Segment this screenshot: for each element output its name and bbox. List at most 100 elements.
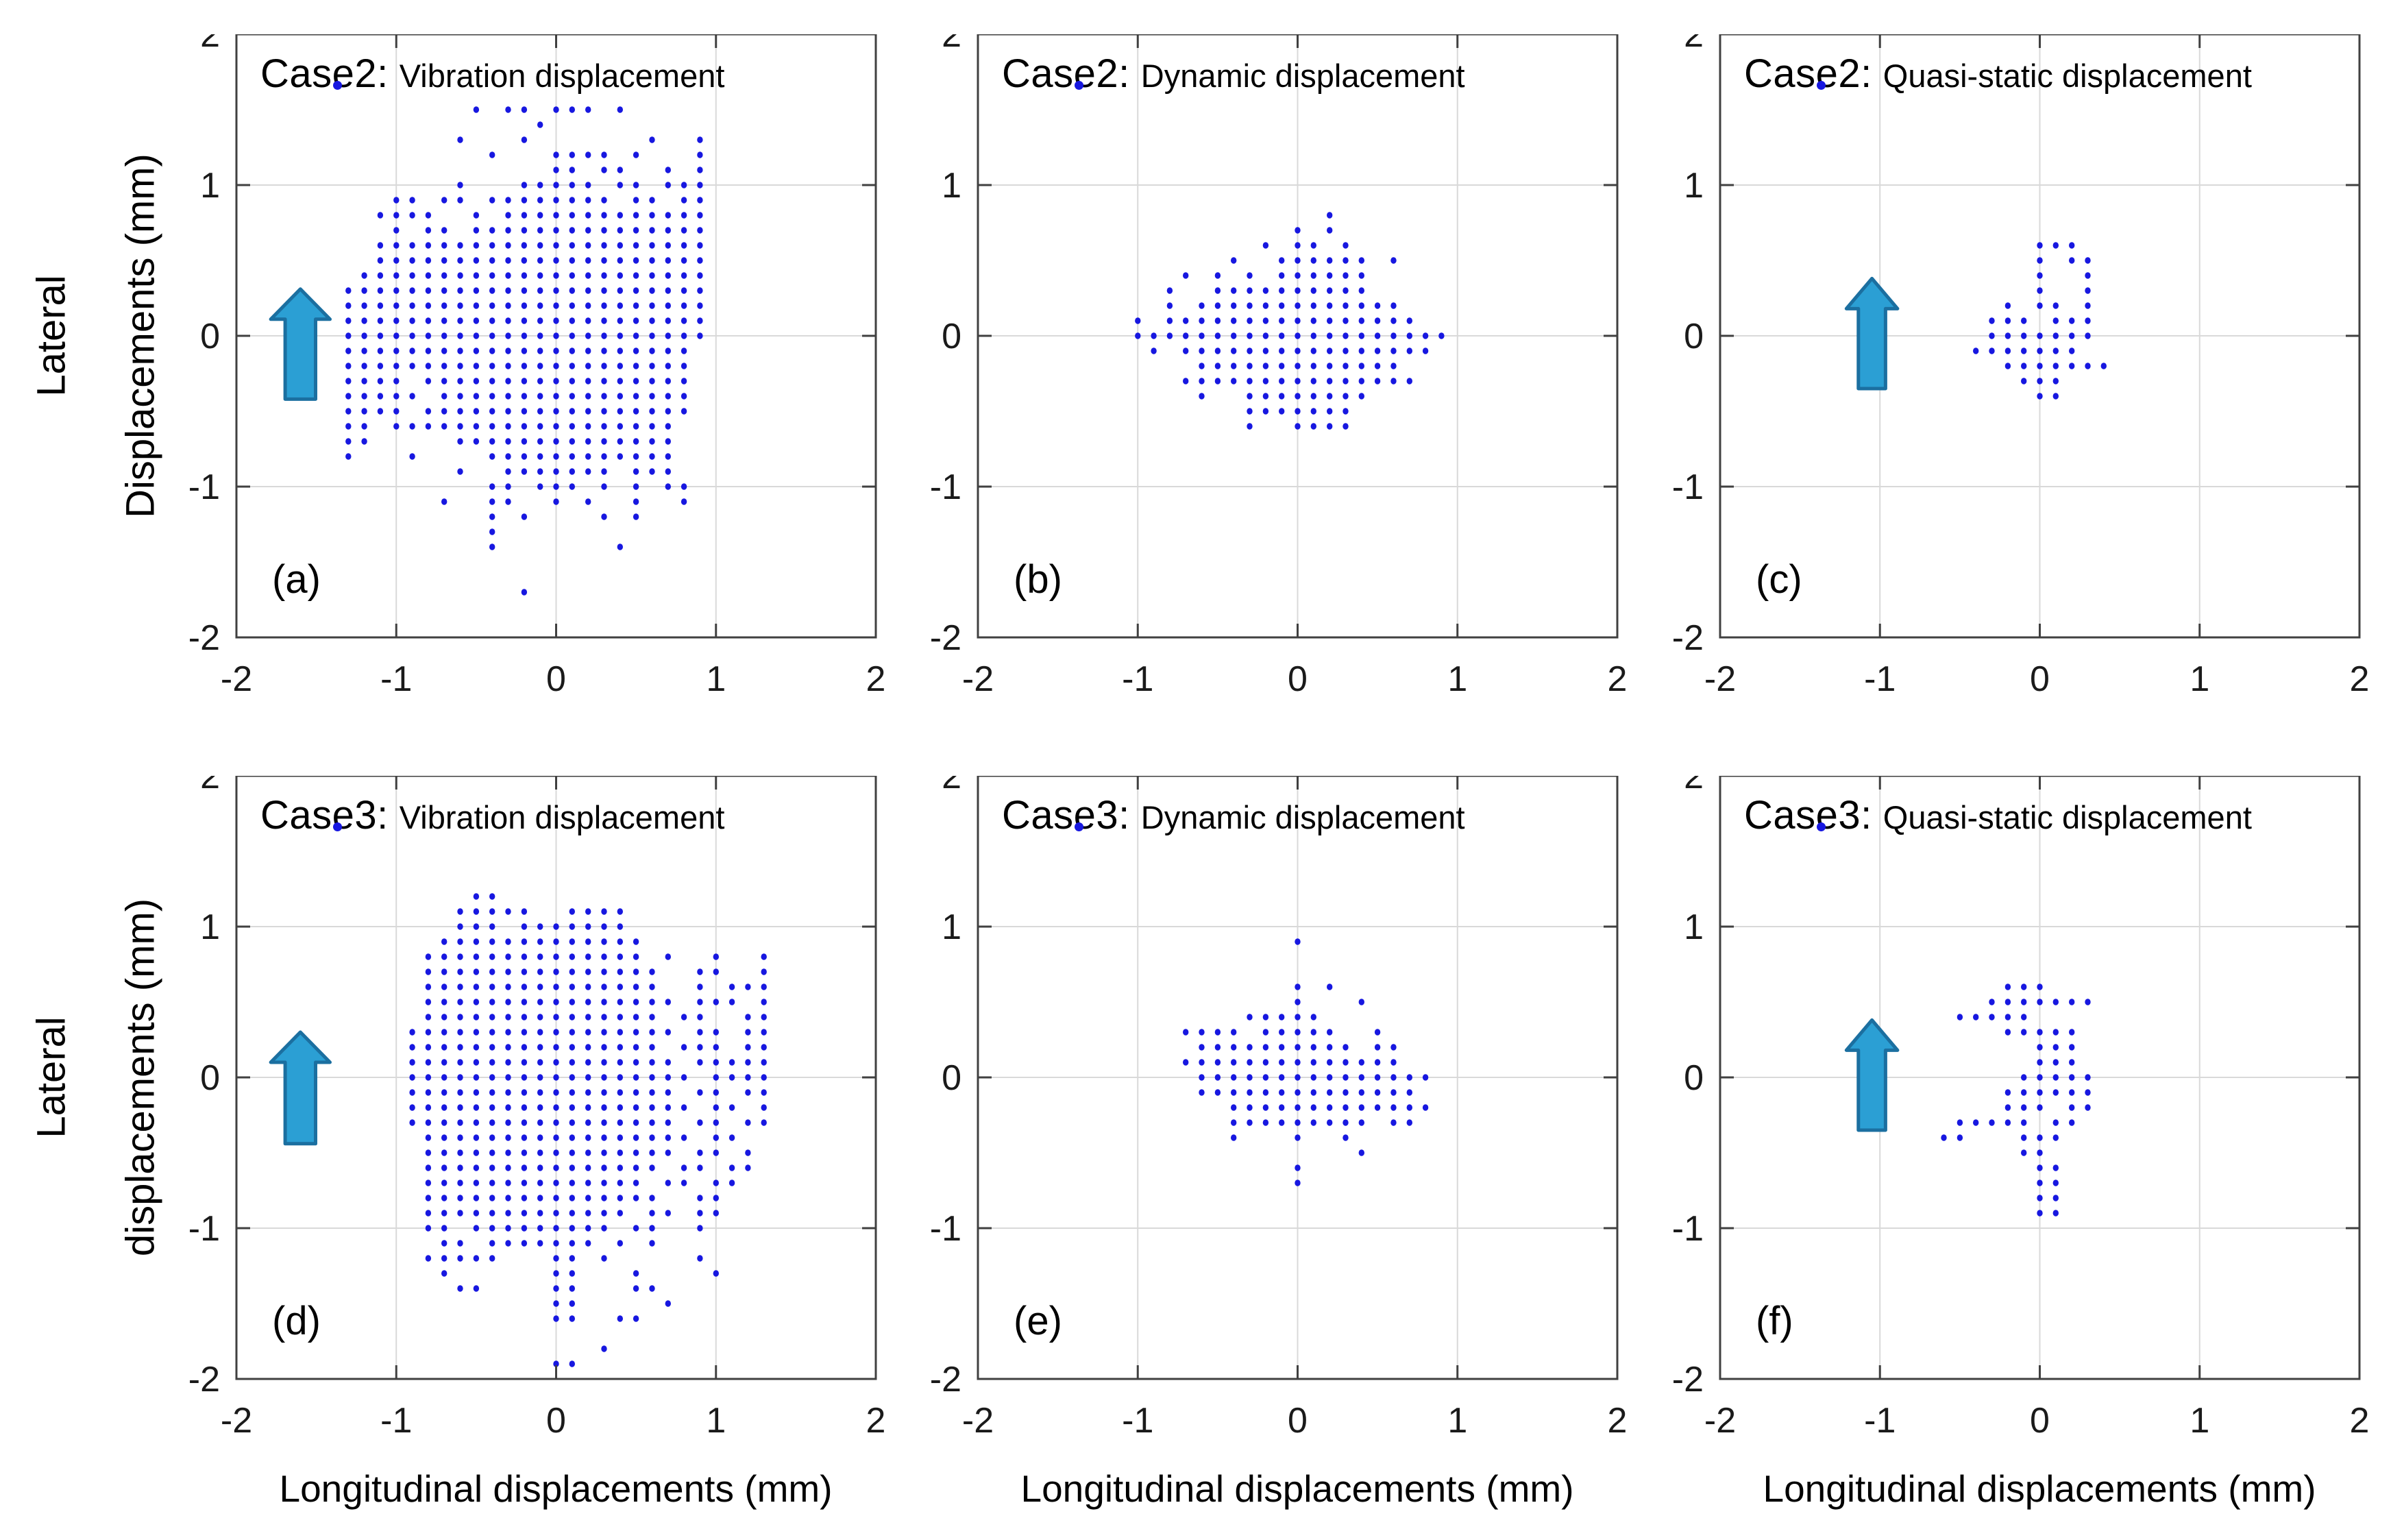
plot-svg-d: -2 -1 0 1 2 -2 -1 0 1 2: [188, 776, 886, 1441]
scatter-points: [1941, 983, 2091, 1217]
panel-c-title: Case2: Quasi-static displacement: [1744, 51, 2252, 97]
plot-svg-a: -2 -1 0 1 2 -2 -1 0 1 2: [188, 34, 886, 699]
panel-e-title: Case3: Dynamic displacement: [1002, 792, 1465, 838]
panel-e-case-label: Case3:: [1002, 793, 1130, 838]
scatter-marker-dot-icon: [1817, 81, 1826, 90]
svg-text:1: 1: [942, 166, 961, 206]
svg-text:-1: -1: [188, 1209, 220, 1249]
panel-e-letter: (e): [1014, 1299, 1062, 1343]
y-axis-label-row2-lateral: Lateral: [29, 1016, 74, 1138]
svg-text:-2: -2: [1704, 1401, 1736, 1441]
svg-text:1: 1: [706, 659, 726, 699]
scatter-points: [409, 893, 767, 1367]
panel-f-subtitle: Quasi-static displacement: [1883, 799, 2252, 835]
plot-svg-f: -2 -1 0 1 2 -2 -1 0 1 2: [1672, 776, 2370, 1441]
svg-text:2: 2: [200, 34, 220, 55]
svg-text:0: 0: [942, 1058, 961, 1098]
x-tick-labels: -2 -1 0 1 2: [221, 659, 886, 699]
tick-marks: [235, 776, 877, 1380]
panel-a: -2 -1 0 1 2 -2 -1 0 1 2 Case2: Vibration displacem…: [140, 34, 907, 716]
up-arrow-icon: [269, 287, 332, 401]
panel-d-case-label: Case3:: [260, 793, 389, 838]
svg-text:-1: -1: [1122, 659, 1153, 699]
x-tick-labels: -2 -1 0 1 2: [962, 659, 1628, 699]
svg-text:-1: -1: [1864, 659, 1896, 699]
up-arrow-icon: [1844, 276, 1900, 391]
y-tick-labels: -2 -1 0 1 2: [1672, 34, 1704, 658]
svg-text:-1: -1: [380, 1401, 412, 1441]
svg-text:-2: -2: [1672, 1360, 1704, 1400]
svg-text:-1: -1: [930, 1209, 961, 1249]
svg-text:1: 1: [706, 1401, 726, 1441]
panel-c: -2 -1 0 1 2 -2 -1 0 1 2 Case2: Quasi-static displa…: [1624, 34, 2391, 716]
scatter-points: [1183, 938, 1429, 1186]
svg-text:0: 0: [546, 1401, 566, 1441]
plot-svg-b: -2 -1 0 1 2 -2 -1 0 1 2: [930, 34, 1628, 699]
panel-f-case-label: Case3:: [1744, 793, 1872, 838]
svg-text:1: 1: [200, 166, 220, 206]
tick-marks: [1719, 776, 2361, 1380]
panel-c-subtitle: Quasi-static displacement: [1883, 58, 2252, 94]
svg-text:0: 0: [1288, 659, 1308, 699]
svg-text:0: 0: [546, 659, 566, 699]
svg-text:2: 2: [1684, 776, 1704, 796]
x-tick-labels: -2 -1 0 1 2: [1704, 659, 2370, 699]
svg-text:-2: -2: [188, 1360, 220, 1400]
x-axis-label-col3: Longitudinal displacements (mm): [1763, 1467, 2316, 1510]
panel-a-case-label: Case2:: [260, 51, 389, 96]
scatter-points: [1135, 212, 1445, 430]
panel-f: -2 -1 0 1 2 -2 -1 0 1 2 Case3: Quasi-static displa…: [1624, 776, 2391, 1458]
svg-text:-2: -2: [930, 1360, 961, 1400]
svg-text:2: 2: [866, 659, 886, 699]
svg-text:1: 1: [2190, 1401, 2209, 1441]
svg-text:0: 0: [1288, 1401, 1308, 1441]
panel-a-subtitle: Vibration displacement: [399, 58, 725, 94]
y-tick-labels: -2 -1 0 1 2: [930, 776, 961, 1400]
svg-text:2: 2: [2350, 1401, 2370, 1441]
svg-text:-2: -2: [221, 659, 252, 699]
x-tick-labels: -2 -1 0 1 2: [1704, 1401, 2370, 1441]
svg-text:0: 0: [200, 317, 220, 356]
panel-a-title: Case2: Vibration displacement: [260, 51, 724, 97]
plot-svg-e: -2 -1 0 1 2 -2 -1 0 1 2: [930, 776, 1628, 1441]
svg-text:1: 1: [1684, 907, 1704, 947]
svg-text:2: 2: [1608, 1401, 1628, 1441]
panel-b-case-label: Case2:: [1002, 51, 1130, 96]
panel-b-letter: (b): [1014, 557, 1062, 602]
svg-text:1: 1: [2190, 659, 2209, 699]
svg-text:-1: -1: [1864, 1401, 1896, 1441]
scatter-marker-dot-icon: [333, 822, 342, 831]
panel-d-title: Case3: Vibration displacement: [260, 792, 724, 838]
tick-marks: [235, 34, 877, 639]
svg-text:0: 0: [2030, 1401, 2050, 1441]
scatter-marker-dot-icon: [1075, 822, 1083, 831]
y-tick-labels: -2 -1 0 1 2: [188, 34, 220, 658]
panel-d-letter: (d): [272, 1299, 321, 1343]
plot-svg-c: -2 -1 0 1 2 -2 -1 0 1 2: [1672, 34, 2370, 699]
svg-text:0: 0: [2030, 659, 2050, 699]
scatter-points: [1973, 242, 2107, 400]
scatter-marker-dot-icon: [333, 81, 342, 90]
svg-text:2: 2: [1608, 659, 1628, 699]
panel-b-subtitle: Dynamic displacement: [1140, 58, 1465, 94]
panel-e: -2 -1 0 1 2 -2 -1 0 1 2 Case3: Dynamic displacemen…: [882, 776, 1649, 1458]
panel-d: -2 -1 0 1 2 -2 -1 0 1 2 Case3: Vibration displacem…: [140, 776, 907, 1458]
tick-marks: [977, 776, 1619, 1380]
y-tick-labels: -2 -1 0 1 2: [188, 776, 220, 1400]
x-tick-labels: -2 -1 0 1 2: [221, 1401, 886, 1441]
panel-d-subtitle: Vibration displacement: [399, 799, 725, 835]
svg-text:2: 2: [1684, 34, 1704, 55]
svg-text:0: 0: [942, 317, 961, 356]
svg-text:-1: -1: [1672, 467, 1704, 507]
svg-text:2: 2: [866, 1401, 886, 1441]
svg-text:2: 2: [942, 34, 961, 55]
y-tick-labels: -2 -1 0 1 2: [1672, 776, 1704, 1400]
svg-text:-2: -2: [1704, 659, 1736, 699]
svg-text:-2: -2: [188, 618, 220, 658]
svg-text:-1: -1: [188, 467, 220, 507]
svg-text:1: 1: [1447, 659, 1467, 699]
y-axis-label-row1-lateral: Lateral: [29, 275, 74, 397]
scatter-marker-dot-icon: [1075, 81, 1083, 90]
svg-text:-2: -2: [930, 618, 961, 658]
